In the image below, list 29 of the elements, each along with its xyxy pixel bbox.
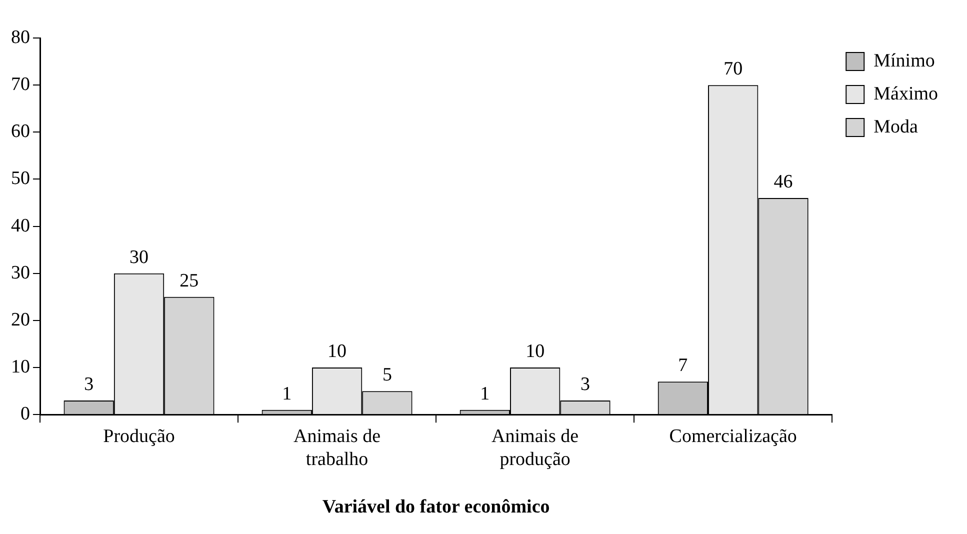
data-label: 30: [130, 246, 149, 268]
y-tick-label: 70: [11, 74, 30, 96]
data-label: 25: [180, 270, 199, 292]
data-label: 3: [580, 374, 590, 395]
y-tick-label: 40: [11, 215, 30, 236]
data-label: 10: [526, 341, 545, 362]
y-tick-label: 50: [11, 168, 30, 190]
data-label: 3: [84, 374, 94, 395]
x-tick-label: Comercialização: [669, 426, 797, 447]
data-label: 1: [480, 383, 490, 404]
data-label: 10: [328, 341, 347, 362]
legend-label: Moda: [874, 116, 919, 138]
data-label: 7: [678, 355, 688, 376]
y-tick-label: 30: [11, 262, 30, 284]
y-tick-label: 80: [11, 26, 30, 48]
data-label: 46: [774, 172, 793, 193]
legend-label: Máximo: [874, 83, 938, 104]
data-label: 1: [282, 383, 292, 404]
y-tick-label: 20: [11, 309, 30, 330]
x-axis-title: Variável do fator econômico: [322, 496, 550, 518]
y-tick-label: 0: [20, 404, 30, 425]
x-tick-label: Produção: [103, 426, 175, 447]
y-tick-label: 60: [11, 121, 30, 142]
data-label: 5: [382, 364, 392, 386]
legend-label: Mínimo: [874, 50, 935, 72]
y-tick-label: 10: [11, 356, 30, 378]
x-tick-label: Animais de trabalho: [294, 426, 381, 470]
data-label: 70: [724, 58, 743, 80]
x-tick-label: Animais de produção: [492, 426, 579, 470]
